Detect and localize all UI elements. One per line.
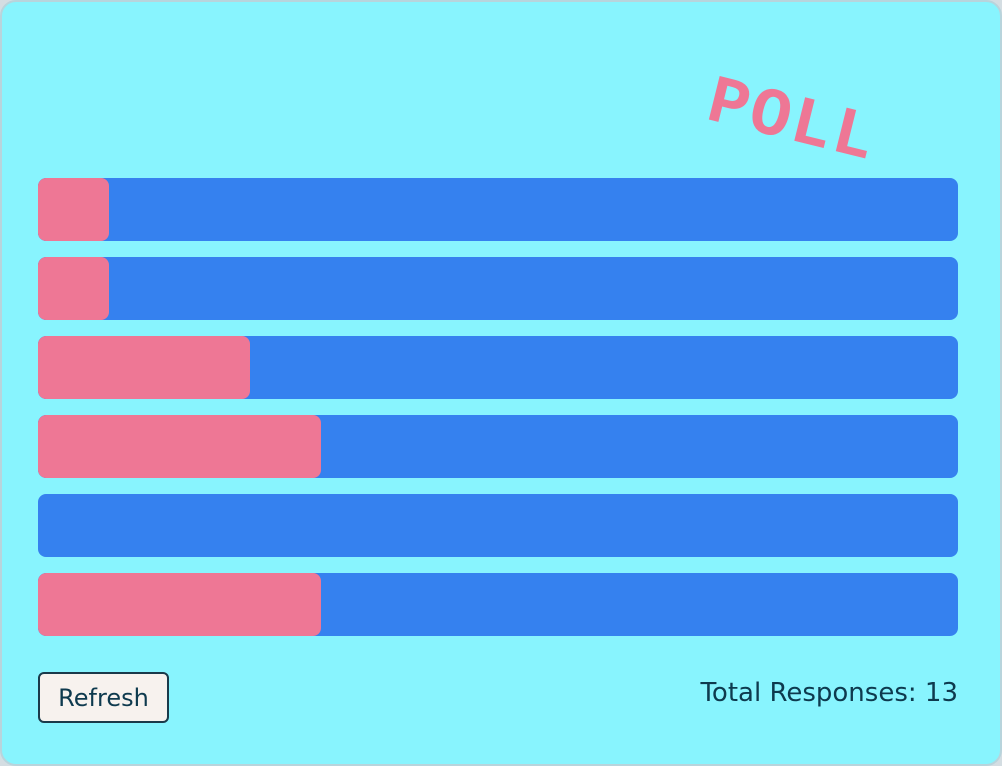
total-responses: Total Responses: 13 (700, 678, 958, 708)
poll-option-track (38, 178, 958, 241)
poll-option-bar (38, 336, 251, 399)
poll-title: POLL (699, 64, 885, 181)
poll-option-bar (38, 415, 322, 478)
poll-option-bar (38, 178, 109, 241)
total-count: 13 (924, 678, 958, 708)
poll-option-track (38, 336, 958, 399)
refresh-button[interactable]: Refresh (38, 672, 169, 723)
poll-option-track (38, 257, 958, 320)
poll-bars (38, 178, 958, 652)
poll-option-bar (38, 573, 322, 636)
total-label: Total Responses: (700, 678, 917, 708)
poll-option-track (38, 573, 958, 636)
poll-option-track (38, 494, 958, 557)
poll-option-bar (38, 257, 109, 320)
poll-option-track (38, 415, 958, 478)
